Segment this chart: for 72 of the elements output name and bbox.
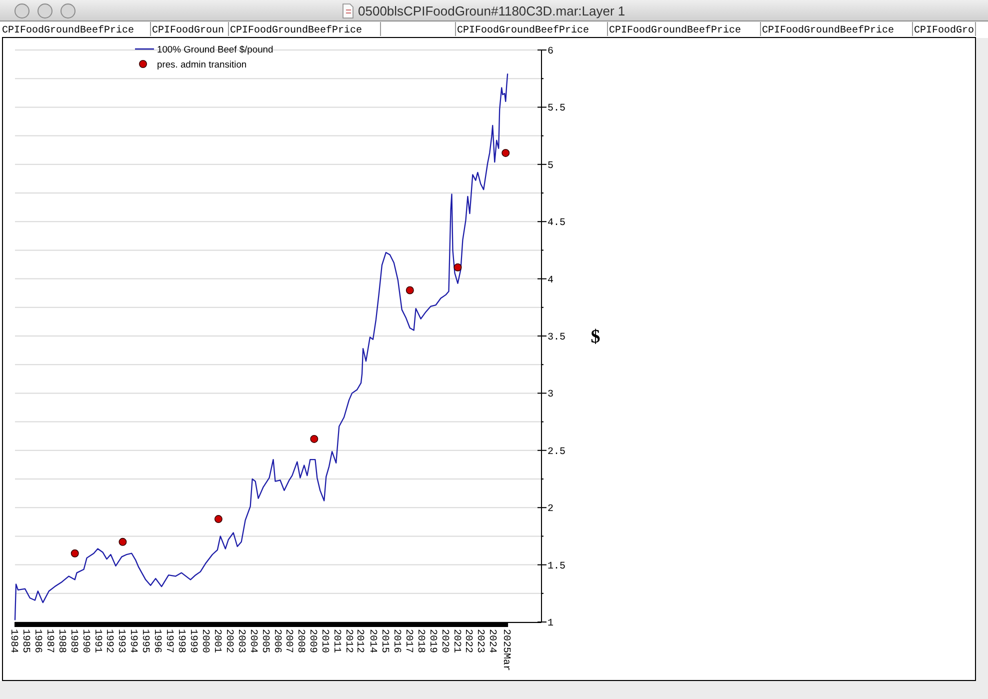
- x-tick-label: 2020: [438, 629, 450, 654]
- x-tick-label: 2017: [402, 629, 414, 654]
- legend-label: 100% Ground Beef $/pound: [157, 43, 274, 54]
- point: [310, 434, 318, 443]
- point: [118, 538, 127, 546]
- line-series: [14, 73, 508, 620]
- legend-label: pres. admin transition: [157, 58, 247, 70]
- x-tick-label: 1985: [19, 629, 30, 654]
- x-tick-label: 2011: [330, 629, 342, 654]
- x-tick-label: 1993: [115, 629, 126, 654]
- x-tick-label: 1999: [186, 629, 198, 654]
- x-tick-label: 2012: [342, 629, 354, 654]
- x-tick-label: 1994: [127, 629, 138, 654]
- point: [406, 286, 414, 294]
- y-axis-title: $: [590, 326, 600, 348]
- chart-title: 0500blsCPIFoodGroun#1180C3D.mar:Layer 1: [358, 4, 626, 18]
- x-tick-label: 1996: [151, 629, 162, 654]
- text: CPIFoodGroundBeefPrice: [230, 24, 362, 36]
- text: CPIFoodGroundBeefPrice: [2, 24, 134, 36]
- text: CPIFoodGroun: [152, 24, 224, 36]
- y-tick-label: 6: [548, 46, 554, 58]
- x-tick-label: 2024: [486, 629, 498, 654]
- y-tick-label: 4: [548, 275, 554, 286]
- x-tick-label: 2007: [282, 629, 294, 654]
- x-tick-label: 1998: [175, 629, 186, 654]
- x-tick-label: 2000: [198, 629, 210, 654]
- point: [502, 148, 510, 157]
- x-tick-label: 2022: [462, 629, 474, 654]
- x-tick-label: 2019: [426, 629, 438, 654]
- x-tick-label: 2003: [234, 629, 246, 654]
- x-tick-label: 2004: [246, 629, 258, 654]
- x-tick-label: 1984: [8, 629, 18, 654]
- x-tick-label: 2010: [318, 629, 330, 654]
- x-tick-label: 1997: [163, 629, 174, 654]
- y-tick-label: 3.5: [548, 332, 566, 344]
- x-tick-label: 2023: [474, 629, 486, 654]
- y-tick-label: 1: [548, 618, 554, 630]
- x-tick-label: 1991: [91, 629, 102, 654]
- y-tick-label: 3: [548, 390, 554, 401]
- y-tick-label: 2.5: [548, 446, 566, 458]
- x-tick-label: 2014: [366, 629, 378, 654]
- y-tick-label: 1.5: [548, 561, 566, 572]
- y-tick-label: 2: [548, 504, 554, 516]
- point: [70, 549, 79, 558]
- text: CPIFoodGroundBeefPrice: [762, 24, 894, 36]
- x-tick-label: 1988: [55, 629, 66, 654]
- point: [214, 515, 222, 524]
- x-tick-label: 1989: [67, 629, 78, 654]
- x-tick-label: 2006: [270, 629, 282, 654]
- x-tick-label: 1995: [139, 629, 150, 654]
- x-tick-label: 2002: [222, 629, 234, 654]
- x-tick-label: 2021: [450, 629, 462, 654]
- x-tick-label: 2005: [258, 629, 270, 654]
- point: [454, 263, 462, 272]
- x-tick-label: 2025Mar: [500, 629, 512, 672]
- x-tick-label: 2012: [354, 629, 365, 654]
- text: CPIFoodGroundBeefPrice: [457, 24, 590, 36]
- x-tick-label: 2008: [294, 629, 306, 654]
- x-tick-label: 2015: [378, 629, 390, 654]
- y-tick-label: 4.5: [548, 218, 566, 230]
- y-tick-label: 5.5: [548, 104, 566, 115]
- x-tick-label: 2018: [414, 629, 426, 654]
- text: CPIFoodGroundBeefPrice: [609, 24, 742, 36]
- x-tick-label: 2001: [210, 629, 222, 654]
- x-tick-label: 2009: [306, 629, 318, 654]
- x-tick-label: 2016: [390, 629, 402, 654]
- text: CPIFoodGro: [914, 24, 974, 36]
- x-tick-label: 1986: [31, 629, 42, 654]
- y-tick-label: 5: [548, 160, 554, 172]
- x-tick-label: 1992: [103, 629, 114, 654]
- x-tick-label: 1987: [43, 629, 54, 654]
- x-tick-label: 1990: [79, 629, 90, 654]
